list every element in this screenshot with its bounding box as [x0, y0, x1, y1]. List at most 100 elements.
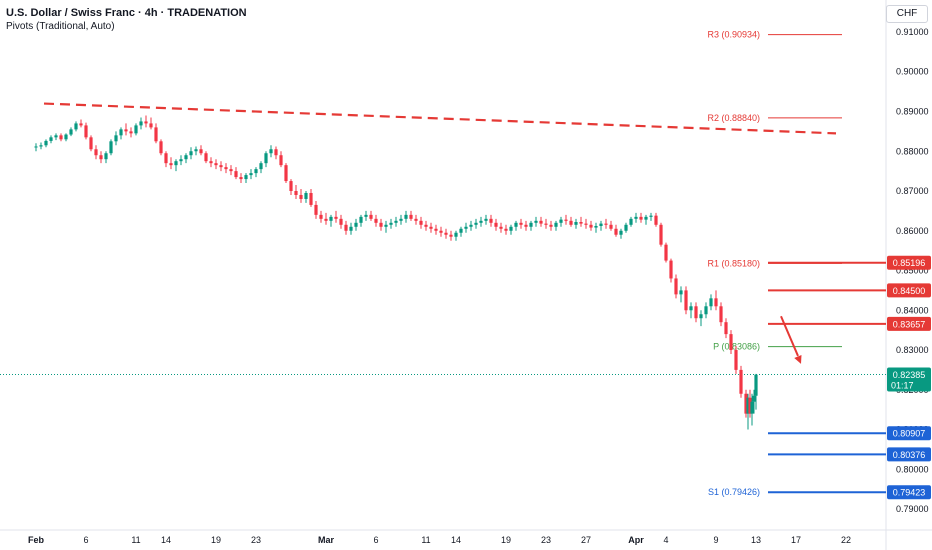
- price-level-label: 0.80907: [893, 429, 926, 439]
- candle-body: [49, 137, 53, 141]
- x-tick-label: 17: [791, 535, 801, 545]
- candle-body: [684, 290, 688, 311]
- candle-body: [434, 228, 438, 231]
- down-arrow-shaft: [780, 315, 799, 357]
- candle-body: [724, 322, 728, 335]
- candle-body: [474, 222, 478, 225]
- candle-body: [539, 220, 543, 224]
- x-tick-label: 9: [713, 535, 718, 545]
- candle-body: [484, 218, 488, 221]
- indicator-label[interactable]: Pivots (Traditional, Auto): [6, 21, 115, 32]
- candle-body: [239, 177, 243, 180]
- candle-body: [119, 129, 123, 136]
- candle-body: [589, 224, 593, 228]
- symbol-title[interactable]: U.S. Dollar / Swiss Franc · 4h · TRADENA…: [6, 7, 247, 19]
- candle-body: [184, 155, 188, 160]
- x-tick-label: 11: [421, 535, 430, 545]
- candle-body: [294, 191, 298, 195]
- current-price-tag: [887, 367, 931, 392]
- x-tick-label: 6: [373, 535, 378, 545]
- x-tick-label: 19: [501, 535, 511, 545]
- x-tick-label: 14: [451, 535, 461, 545]
- candle-body: [574, 222, 578, 225]
- candle-body: [144, 121, 148, 124]
- candle-body: [234, 171, 238, 178]
- candle-body: [594, 225, 598, 228]
- candle-body: [249, 173, 253, 176]
- pivot-level-label: R3 (0.90934): [707, 30, 760, 40]
- candle-body: [604, 223, 608, 225]
- countdown-label: 01:17: [891, 380, 914, 390]
- y-tick-label: 0.85000: [896, 266, 929, 276]
- candle-body: [444, 232, 448, 235]
- candle-body: [364, 214, 368, 217]
- candle-body: [104, 153, 108, 160]
- candle-body: [719, 306, 723, 323]
- candle-body: [504, 228, 508, 231]
- candle-body: [174, 161, 178, 166]
- candle-body: [489, 218, 493, 223]
- candle-body: [569, 220, 573, 225]
- candle-body: [314, 204, 318, 215]
- candle-body: [649, 215, 653, 217]
- candle-body: [584, 223, 588, 225]
- candle-body: [309, 192, 313, 205]
- x-tick-label: 6: [83, 535, 88, 545]
- candle-body: [244, 175, 248, 180]
- candle-body: [439, 230, 443, 233]
- candle-body: [54, 135, 58, 138]
- candle-body: [494, 222, 498, 227]
- candle-body: [109, 141, 113, 154]
- candle-body: [704, 306, 708, 315]
- candle-body: [659, 224, 663, 245]
- y-tick-label: 0.91000: [896, 27, 929, 37]
- y-tick-label: 0.83000: [896, 345, 929, 355]
- candle-body: [454, 232, 458, 237]
- y-tick-label: 0.89000: [896, 106, 929, 116]
- candle-body: [334, 216, 338, 219]
- candle-body: [159, 141, 163, 154]
- currency-button[interactable]: CHF: [886, 5, 928, 23]
- candle-body: [729, 334, 733, 351]
- candle-body: [224, 167, 228, 170]
- y-tick-label: 0.88000: [896, 146, 929, 156]
- candle-body: [44, 140, 48, 146]
- candle-body: [34, 146, 38, 148]
- price-level-tag: [887, 426, 931, 441]
- resistance-trendline: [43, 102, 837, 135]
- candle-body: [664, 244, 668, 261]
- candle-body: [564, 219, 568, 221]
- x-tick-label: 22: [841, 535, 851, 545]
- candle-body: [354, 222, 358, 227]
- candle-body: [194, 149, 198, 152]
- candle-body: [129, 131, 133, 134]
- candle-body: [219, 165, 223, 168]
- candle-body: [739, 369, 743, 394]
- candle-body: [614, 228, 618, 235]
- candle-body: [619, 230, 623, 235]
- candle-body: [464, 226, 468, 229]
- candle-body: [744, 393, 748, 414]
- candle-body: [644, 216, 648, 220]
- candle-body: [324, 218, 328, 221]
- candle-body: [746, 397, 750, 414]
- candle-body: [139, 121, 143, 126]
- price-level-label: 0.85196: [893, 258, 926, 268]
- candle-body: [94, 149, 98, 156]
- candle-body: [289, 181, 293, 192]
- candle-body: [734, 350, 738, 370]
- candle-body: [214, 163, 218, 166]
- candle-body: [694, 306, 698, 319]
- candle-body: [429, 226, 433, 229]
- x-tick-label: 27: [581, 535, 591, 545]
- pivot-level-label: R2 (0.88840): [707, 113, 760, 123]
- candle-body: [74, 123, 78, 130]
- candle-body: [114, 135, 118, 142]
- candle-body: [419, 220, 423, 225]
- candle-body: [699, 314, 703, 319]
- candle-body: [479, 220, 483, 223]
- price-level-tag: [887, 283, 931, 298]
- price-level-tag: [887, 447, 931, 462]
- chart-header: U.S. Dollar / Swiss Franc · 4h · TRADENA…: [6, 6, 247, 34]
